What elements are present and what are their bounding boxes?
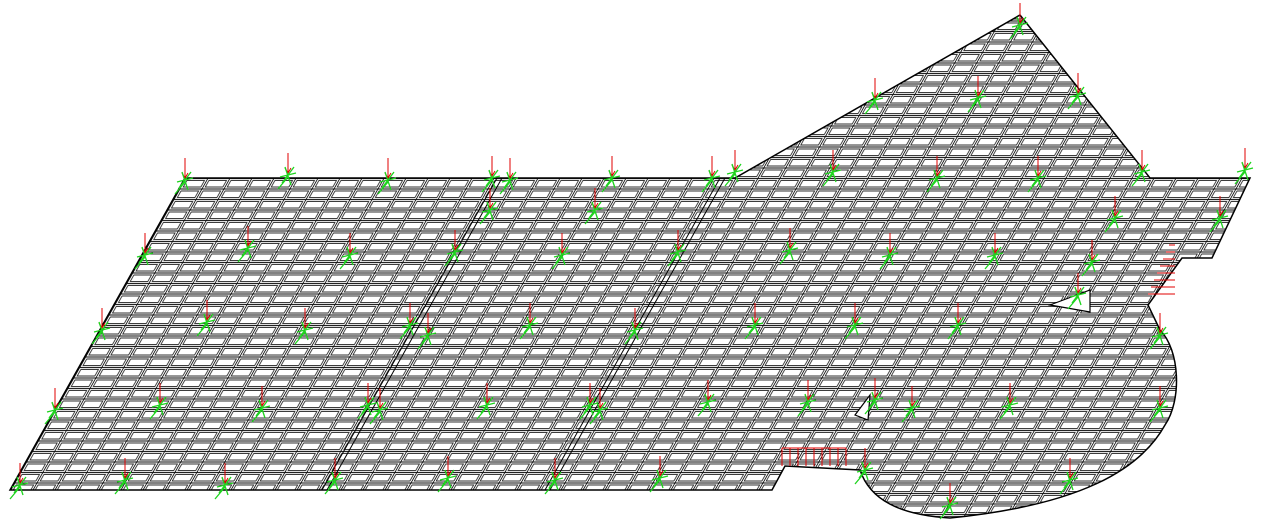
brick-pattern — [0, 0, 1261, 525]
page: {} (() => { const svg = document.getElem… — [0, 0, 1261, 525]
mesh-drawing — [0, 0, 1261, 525]
mesh-fill — [0, 0, 1261, 525]
